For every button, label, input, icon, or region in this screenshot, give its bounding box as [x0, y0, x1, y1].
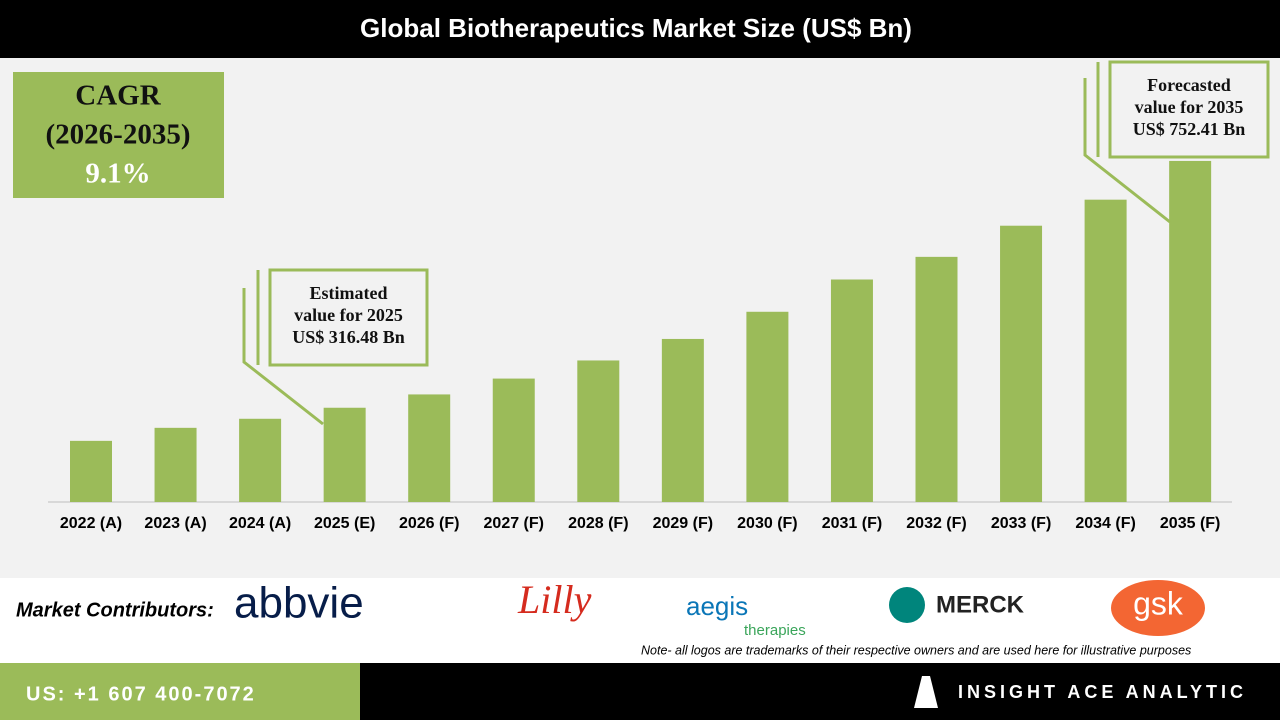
x-tick-label: 2034 (F) — [1075, 515, 1135, 532]
bar — [746, 311, 789, 502]
logo: therapies — [744, 622, 806, 639]
annotation: Estimated — [310, 283, 388, 303]
x-tick-label: 2026 (F) — [399, 515, 459, 532]
logo-icon — [1111, 580, 1205, 636]
cagr-period: (2026-2035) — [46, 119, 191, 151]
bar — [1084, 199, 1127, 503]
logo: MERCK — [936, 591, 1025, 618]
bar — [1169, 160, 1212, 502]
contributors-label: Market Contributors: — [16, 599, 214, 621]
annotation: value for 2025 — [294, 305, 403, 325]
phone: US: +1 607 400-7072 — [26, 683, 256, 705]
bar — [915, 256, 958, 502]
callout-line — [1083, 78, 1171, 224]
x-tick-label: 2030 (F) — [737, 515, 797, 532]
annotation: value for 2035 — [1135, 97, 1244, 117]
annotation: Forecasted — [1147, 75, 1231, 95]
x-tick-label: 2032 (F) — [906, 515, 966, 532]
cagr-label: CAGR — [75, 80, 161, 112]
callout-line — [242, 288, 324, 426]
logo: abbvie — [234, 579, 364, 628]
x-tick-label: 2027 (F) — [484, 515, 544, 532]
title-bar — [0, 0, 1280, 58]
x-tick-label: 2031 (F) — [822, 515, 882, 532]
x-tick-label: 2024 (A) — [229, 515, 291, 532]
logo-icon — [889, 587, 925, 623]
bar — [70, 440, 112, 502]
annotation: US$ 316.48 Bn — [292, 327, 405, 347]
brand: INSIGHT ACE ANALYTIC — [958, 682, 1247, 702]
cagr-value: 9.1% — [85, 158, 150, 190]
brand-icon — [914, 676, 938, 708]
bar — [492, 378, 535, 502]
bar — [661, 338, 704, 502]
bar — [239, 418, 282, 502]
logo: aegis — [686, 591, 748, 621]
x-tick-label: 2028 (F) — [568, 515, 628, 532]
bar — [830, 279, 873, 502]
bar — [323, 407, 366, 502]
chart-title: Global Biotherapeutics Market Size (US$ … — [360, 13, 912, 43]
logo: gsk — [1133, 585, 1184, 621]
logo: Lilly — [517, 577, 592, 622]
x-tick-label: 2033 (F) — [991, 515, 1051, 532]
x-tick-label: 2022 (A) — [60, 515, 122, 532]
x-tick-label: 2029 (F) — [653, 515, 713, 532]
x-tick-label: 2025 (E) — [314, 515, 375, 532]
bar — [408, 394, 451, 502]
cagr-box — [13, 72, 224, 198]
footer-left — [0, 663, 360, 720]
callout-box — [268, 268, 429, 367]
callout-box — [1108, 60, 1270, 159]
footer-right — [360, 663, 1280, 720]
note: Note- all logos are trademarks of their … — [641, 643, 1191, 657]
x-tick-label: 2023 (A) — [144, 515, 206, 532]
bar — [1000, 225, 1043, 502]
bar — [154, 427, 197, 502]
annotation: US$ 752.41 Bn — [1133, 119, 1246, 139]
bar — [577, 360, 620, 502]
x-tick-label: 2035 (F) — [1160, 515, 1220, 532]
